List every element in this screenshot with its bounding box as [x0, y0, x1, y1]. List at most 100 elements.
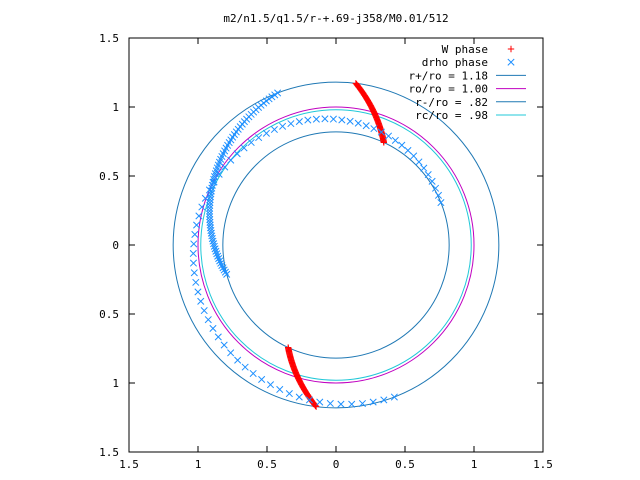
legend-label-3: ro/ro = 1.00: [409, 83, 488, 96]
point-s1-a1-4: [424, 171, 432, 179]
point-s1-a1-33: [215, 170, 223, 178]
y-tick-label-5: 1: [112, 101, 119, 114]
point-s1-a1-9: [398, 141, 406, 149]
point-s1-a1-66: [348, 400, 356, 408]
point-s1-a0-48: [206, 215, 214, 224]
circle-1: [197, 106, 475, 384]
chart-title: m2/n1.5/q1.5/r-+.69-j358/M0.01/512: [223, 12, 448, 25]
legend-label-5: rc/ro = .98: [415, 109, 488, 122]
point-s1-a1-19: [321, 115, 329, 123]
y-tick-label-1: 1: [112, 377, 119, 390]
legend-label-2: r+/ro = 1.18: [409, 69, 488, 82]
point-s1-a1-40: [191, 230, 199, 238]
point-s1-a1-3: [428, 177, 436, 185]
point-s1-a0-40: [206, 193, 215, 201]
x-tick-label-0: 1.5: [119, 458, 139, 471]
point-s1-a1-41: [190, 240, 198, 248]
point-s1-a1-21: [304, 116, 312, 124]
point-s1-a0-45: [206, 207, 214, 215]
point-s1-a1-34: [210, 178, 218, 186]
point-s1-a1-11: [384, 132, 393, 140]
point-s1-a1-70: [390, 393, 398, 401]
point-s1-a1-18: [329, 115, 337, 123]
x-tick-label-5: 1: [471, 458, 478, 471]
point-s1-a0-55: [208, 234, 216, 243]
point-s1-a0-43: [206, 201, 214, 209]
point-s1-a1-0: [437, 199, 445, 207]
point-s1-a1-63: [316, 398, 324, 406]
point-s1-a1-53: [227, 349, 235, 357]
point-s1-a1-58: [266, 381, 275, 389]
point-s1-a1-48: [200, 307, 208, 315]
x-tick-label-1: 1: [195, 458, 202, 471]
point-s1-a1-30: [233, 150, 241, 158]
point-s1-a0-63: [215, 255, 223, 263]
point-s1-a1-1: [434, 191, 443, 199]
point-s1-a1-20: [312, 115, 320, 123]
point-s1-a0-46: [206, 210, 214, 218]
point-s1-a0-44: [206, 204, 214, 212]
point-s1-a1-64: [326, 399, 334, 408]
y-tick-label-3: 0: [112, 239, 119, 252]
point-s1-a1-17: [338, 116, 346, 124]
point-s1-a0-57: [210, 240, 218, 248]
x-tick-label-2: 0.5: [257, 458, 277, 471]
point-s1-a1-6: [415, 158, 423, 166]
circle-3: [200, 109, 472, 381]
point-s1-a0-61: [213, 250, 221, 258]
axis-ticks: 1.5 1 0.5 0 0.5 1 1.51.510.500.511.5: [99, 32, 553, 471]
point-s1-a1-25: [270, 125, 278, 134]
legend-label-0: W phase: [442, 43, 488, 56]
y-tick-label-4: 0.5: [99, 170, 119, 183]
point-s1-a1-36: [201, 194, 209, 202]
point-s1-a1-54: [234, 356, 242, 364]
point-s1-a1-65: [337, 400, 345, 408]
point-s1-a0-58: [210, 242, 218, 250]
y-tick-label-0: 1.5: [99, 446, 119, 459]
point-s1-a1-46: [194, 288, 202, 296]
point-s1-a1-43: [189, 259, 198, 267]
point-s1-a1-16: [346, 117, 354, 125]
point-s1-a1-13: [370, 125, 378, 133]
point-s1-a1-28: [247, 138, 255, 147]
circle-2: [222, 131, 450, 359]
point-s1-a0-59: [211, 245, 219, 253]
point-s1-a1-31: [227, 156, 235, 164]
point-s1-a1-14: [362, 122, 370, 130]
point-s1-a0-47: [206, 213, 214, 221]
point-s1-a1-47: [197, 297, 205, 305]
legend-label-1: drho phase: [422, 56, 488, 69]
point-s1-a0-64: [216, 257, 224, 265]
legend-key-0: [507, 45, 515, 53]
point-s1-a1-23: [287, 120, 295, 128]
point-s1-a1-67: [358, 399, 366, 408]
circle-0: [172, 81, 500, 409]
point-s1-a1-35: [205, 186, 213, 194]
point-s1-a1-27: [255, 134, 263, 142]
point-s1-a1-22: [295, 118, 303, 126]
point-s1-a1-68: [369, 398, 377, 406]
x-tick-label-4: 0.5: [395, 458, 415, 471]
point-s1-a1-32: [221, 163, 229, 171]
point-s1-a1-37: [198, 203, 206, 211]
point-s1-a0-39: [207, 190, 215, 198]
legend-key-1: [507, 58, 515, 66]
point-s1-a0-62: [214, 252, 222, 260]
point-s1-a0-41: [206, 196, 214, 204]
point-s1-a0-68: [220, 266, 228, 274]
point-s1-a0-67: [219, 264, 227, 272]
point-s1-a1-62: [305, 396, 313, 404]
point-s0-a0-70: [380, 139, 388, 146]
point-s1-a1-39: [193, 221, 201, 229]
point-s1-a1-7: [410, 152, 418, 160]
x-tick-label-3: 0: [333, 458, 340, 471]
legend-label-4: r-/ro = .82: [415, 96, 488, 109]
point-s1-a1-57: [258, 375, 266, 383]
point-s1-a1-2: [431, 184, 440, 192]
point-s1-a1-49: [204, 316, 212, 324]
point-s1-a0-70: [223, 270, 231, 278]
point-s1-a1-24: [279, 122, 287, 130]
x-tick-label-6: 1.5: [533, 458, 553, 471]
